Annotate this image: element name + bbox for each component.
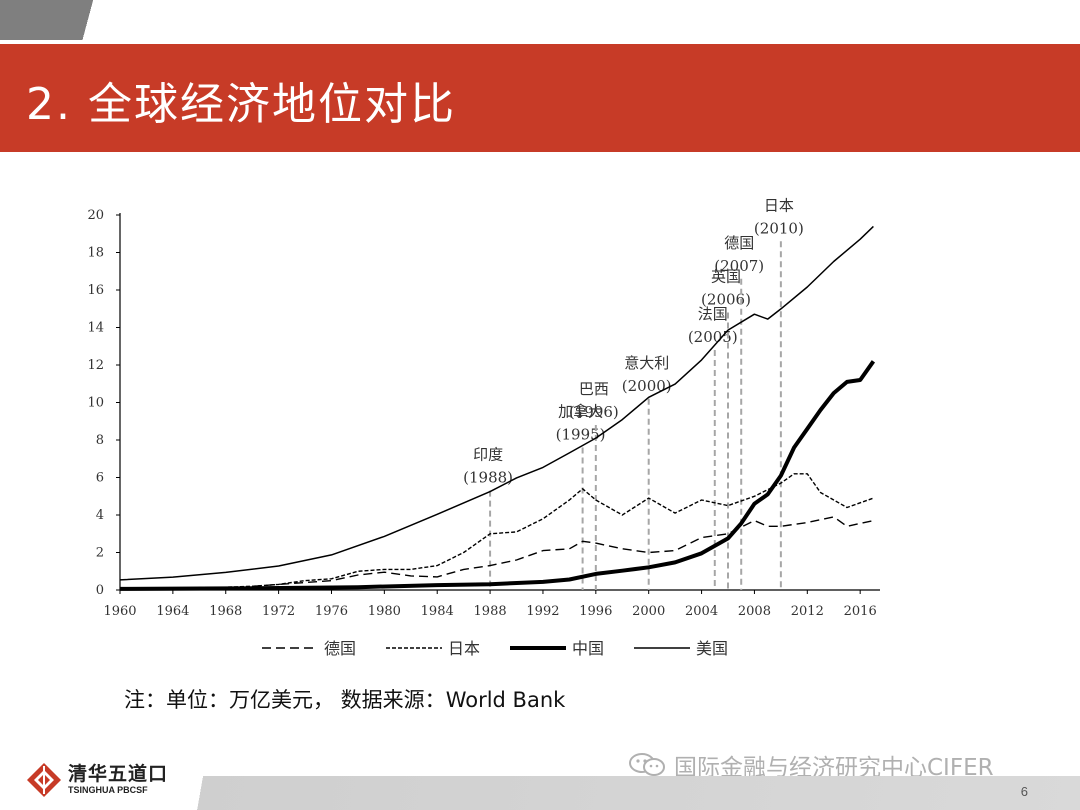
y-tick-label: 8 <box>96 433 104 448</box>
y-tick-label: 2 <box>96 546 104 561</box>
wechat-icon <box>628 752 668 778</box>
annotation-country-label: 巴西 <box>579 380 609 398</box>
x-tick-label: 1980 <box>368 604 401 619</box>
chart-note: 注：单位：万亿美元， 数据来源：World Bank <box>124 684 565 714</box>
page-number: 6 <box>1020 784 1028 799</box>
x-tick-label: 2004 <box>685 604 718 619</box>
y-tick-label: 18 <box>87 246 104 261</box>
logo-chinese-name: 清华五道口 <box>68 763 169 785</box>
annotation-year-label: (1988) <box>463 469 513 487</box>
note-source: World Bank <box>445 688 566 712</box>
annotation-year-label: (2000) <box>622 377 672 395</box>
series-line <box>119 225 874 581</box>
x-tick-label: 1960 <box>103 604 136 619</box>
legend-label: 中国 <box>572 639 604 658</box>
corner-decoration <box>0 0 1080 40</box>
x-tick-label: 2012 <box>791 604 824 619</box>
x-tick-label: 2016 <box>844 604 877 619</box>
y-tick-label: 20 <box>87 208 104 223</box>
annotation-country-label: 法国 <box>698 305 728 323</box>
x-tick-label: 1972 <box>262 604 295 619</box>
y-tick-label: 12 <box>87 358 104 373</box>
series-line <box>119 360 876 591</box>
x-tick-label: 1996 <box>579 604 612 619</box>
annotation-year-label: (2010) <box>754 219 804 237</box>
y-tick-label: 14 <box>87 321 104 336</box>
y-tick-label: 6 <box>96 471 104 486</box>
x-tick-label: 1968 <box>209 604 242 619</box>
annotation-year-label: (2006) <box>701 291 751 309</box>
legend-label: 日本 <box>448 639 480 658</box>
pbcsf-logo: 清华五道口 TSINGHUA PBCSF <box>26 762 168 798</box>
y-tick-label: 10 <box>87 396 104 411</box>
annotation-country-label: 日本 <box>764 196 794 214</box>
annotation-country-label: 德国 <box>724 234 754 252</box>
y-tick-label: 4 <box>96 508 104 523</box>
footer-bar <box>0 776 1080 810</box>
x-tick-label: 1976 <box>315 604 348 619</box>
x-tick-label: 1964 <box>156 604 189 619</box>
annotation-year-label: (1995) <box>556 426 606 444</box>
x-tick-label: 2000 <box>632 604 665 619</box>
gdp-comparison-chart: 0 2 4 6 8 10 12 14 16 18 20 1960 1964 1968 1972 1976 198… <box>87 196 880 658</box>
annotation-country-label: 英国 <box>711 268 741 286</box>
title-bar: 2. 全球经济地位对比 <box>0 44 1080 152</box>
y-tick-label: 16 <box>87 283 104 298</box>
annotation-country-label: 印度 <box>473 446 503 464</box>
pbcsf-logo-icon <box>27 763 61 797</box>
annotation-country-label: 加拿大 <box>558 403 603 421</box>
x-tick-label: 1984 <box>421 604 454 619</box>
x-tick-label: 1992 <box>526 604 559 619</box>
logo-english-name: TSINGHUA PBCSF <box>68 785 148 795</box>
annotation-year-label: (1996) <box>569 403 619 421</box>
annotation-year-label: (2007) <box>714 257 764 275</box>
series-line <box>119 473 874 590</box>
annotation-year-label: (2005) <box>688 328 738 346</box>
slide-title: 2. 全球经济地位对比 <box>26 79 456 130</box>
y-tick-label: 0 <box>96 583 104 598</box>
x-tick-label: 2008 <box>738 604 771 619</box>
series-line <box>252 516 874 587</box>
note-prefix: 注：单位：万亿美元， 数据来源： <box>124 688 446 712</box>
x-tick-label: 1988 <box>474 604 507 619</box>
annotation-country-label: 意大利 <box>624 354 669 372</box>
legend-label: 德国 <box>324 639 356 658</box>
legend-label: 美国 <box>696 639 728 658</box>
